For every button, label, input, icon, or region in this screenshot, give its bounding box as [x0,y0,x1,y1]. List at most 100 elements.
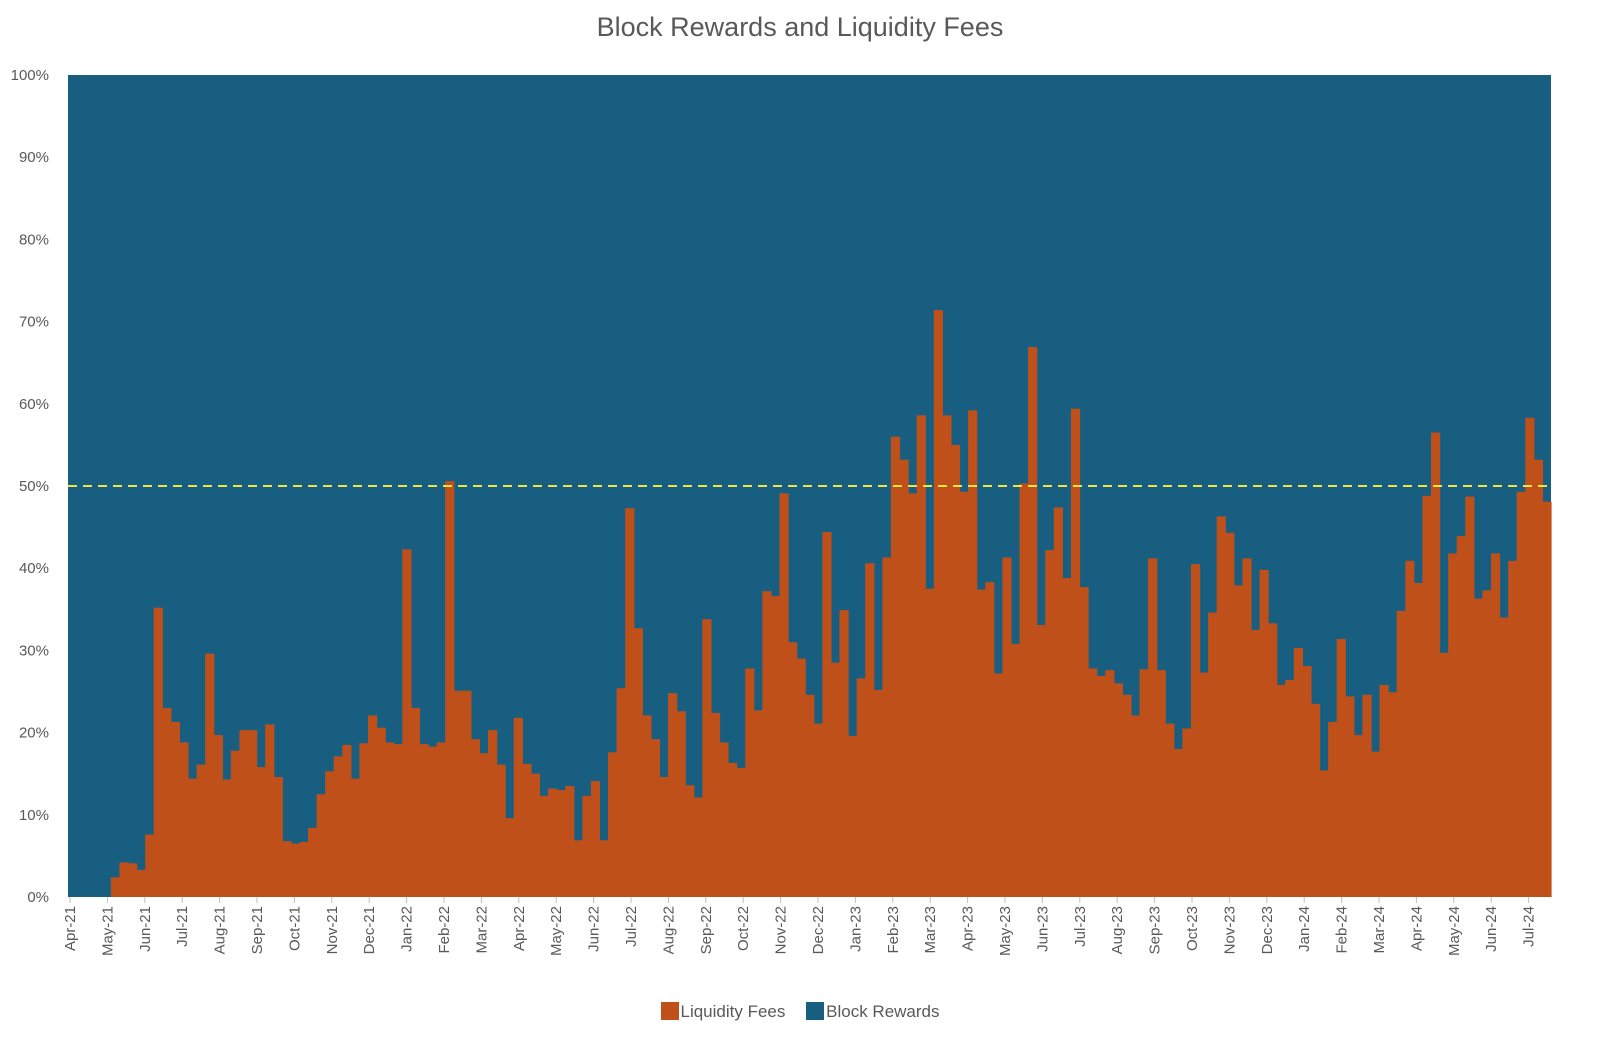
liquidity-fees-bar [1328,721,1338,897]
liquidity-fees-bar [1490,553,1501,897]
liquidity-fees-bar [1122,694,1132,897]
liquidity-fees-bar [505,818,515,897]
liquidity-fees-bar [728,763,738,897]
liquidity-fees-bar [1310,703,1321,897]
liquidity-fees-bar [1079,587,1089,897]
liquidity-fees-bar [1465,496,1475,897]
liquidity-fees-bar [625,508,635,897]
liquidity-fees-bar [153,607,163,897]
y-tick-label: 50% [19,478,49,495]
chart-title: Block Rewards and Liquidity Fees [596,12,1004,42]
liquidity-fees-bar [1105,670,1115,897]
x-tick-label: Apr-21 [62,906,79,951]
liquidity-fees-bar [1473,598,1484,897]
liquidity-fees-bar [265,724,275,897]
x-tick-label: Oct-23 [1184,906,1201,951]
liquidity-fees-bar [676,711,686,897]
liquidity-fees-bar [188,778,198,897]
x-tick-label: Jul-24 [1521,906,1538,947]
x-tick-label: Oct-22 [735,906,752,951]
liquidity-fees-bar [805,694,815,897]
liquidity-fees-bar [1285,679,1295,897]
x-tick-label: Feb-23 [885,906,902,954]
legend-item-liquidity-fees: Liquidity Fees [660,1002,786,1022]
liquidity-fees-bar [702,619,712,897]
x-tick-label: Jul-21 [174,906,191,947]
liquidity-fees-bar [428,746,438,897]
x-tick-label: Aug-21 [212,906,229,954]
legend-item-block-rewards: Block Rewards [806,1002,940,1022]
liquidity-fees-bar [1002,557,1012,897]
liquidity-fees-bar [1525,417,1535,897]
liquidity-fees-bar [1388,692,1398,897]
y-axis-ticks: 0% 10% 20% 30% 40% 50% 60% 70% 80% 90% 100% [11,67,49,906]
liquidity-fees-bar [222,779,232,897]
liquidity-fees-bar [1542,501,1552,897]
liquidity-fees-bar [282,841,292,897]
liquidity-fees-bar [873,689,883,897]
liquidity-fees-bar [1096,675,1106,897]
liquidity-fees-bar [213,735,223,897]
x-tick-label: May-21 [99,906,116,956]
liquidity-fees-bar [1276,684,1286,897]
legend-swatch-liquidity-fees [660,1002,679,1020]
x-tick-label: Nov-21 [324,906,341,954]
liquidity-fees-bar [796,658,806,897]
liquidity-fees-bar [565,786,575,897]
liquidity-fees-bar [393,744,403,897]
liquidity-fees-bar [256,767,266,897]
liquidity-fees-bar [350,778,361,897]
liquidity-fees-bar [650,739,661,897]
liquidity-fees-bar [770,596,781,897]
liquidity-fees-bar [162,707,172,897]
liquidity-fees-bar [968,410,978,897]
liquidity-fees-bar [1319,770,1329,897]
liquidity-fees-bar [205,653,215,897]
liquidity-fees-bar [290,843,301,897]
liquidity-fees-bar [145,834,155,897]
liquidity-fees-bar [1199,672,1209,897]
x-tick-label: Aug-23 [1109,906,1126,954]
liquidity-fees-bar [745,668,755,897]
liquidity-fees-bar [402,549,412,897]
liquidity-fees-bar [1370,751,1381,897]
liquidity-fees-bar [1516,491,1526,897]
liquidity-fees-bar [273,776,283,897]
liquidity-fees-bar [1139,669,1149,897]
liquidity-fees-bar [436,742,446,897]
liquidity-fees-bar [479,753,489,897]
liquidity-fees-bar [1362,694,1372,897]
liquidity-fees-bar [693,797,703,897]
y-tick-label: 0% [27,889,49,906]
liquidity-fees-bar [1113,683,1123,897]
x-tick-label: Mar-22 [473,906,490,954]
liquidity-fees-bar [128,863,138,897]
liquidity-fees-bar [993,673,1003,897]
legend-label-liquidity-fees: Liquidity Fees [680,1002,786,1021]
liquidity-fees-bar [608,752,618,897]
liquidity-fees-bar [248,730,258,897]
x-tick-label: Mar-24 [1371,906,1388,954]
liquidity-fees-bar [239,730,249,897]
liquidity-fees-bar [959,491,969,897]
liquidity-fees-bar [453,690,463,897]
liquidity-fees-bar [548,788,558,897]
liquidity-fees-bar [1053,507,1063,897]
x-tick-label: Apr-24 [1408,906,1425,951]
x-tick-label: Jan-24 [1296,906,1313,952]
liquidity-fees-bar [1216,516,1226,897]
x-tick-label: May-24 [1446,906,1463,956]
liquidity-fees-bar [1225,532,1235,897]
liquidity-fees-bar [1259,569,1269,897]
liquidity-fees-bar [685,785,695,897]
liquidity-fees-bars [110,310,1552,898]
x-tick-label: Nov-22 [773,906,790,954]
legend-label-block-rewards: Block Rewards [826,1002,940,1021]
liquidity-fees-bar [950,444,961,897]
liquidity-fees-bar [1396,610,1406,897]
liquidity-fees-bar [325,771,335,897]
liquidity-fees-bar [719,742,729,897]
liquidity-fees-bar [1448,553,1458,897]
y-tick-label: 80% [19,231,49,248]
y-tick-label: 10% [19,807,49,824]
